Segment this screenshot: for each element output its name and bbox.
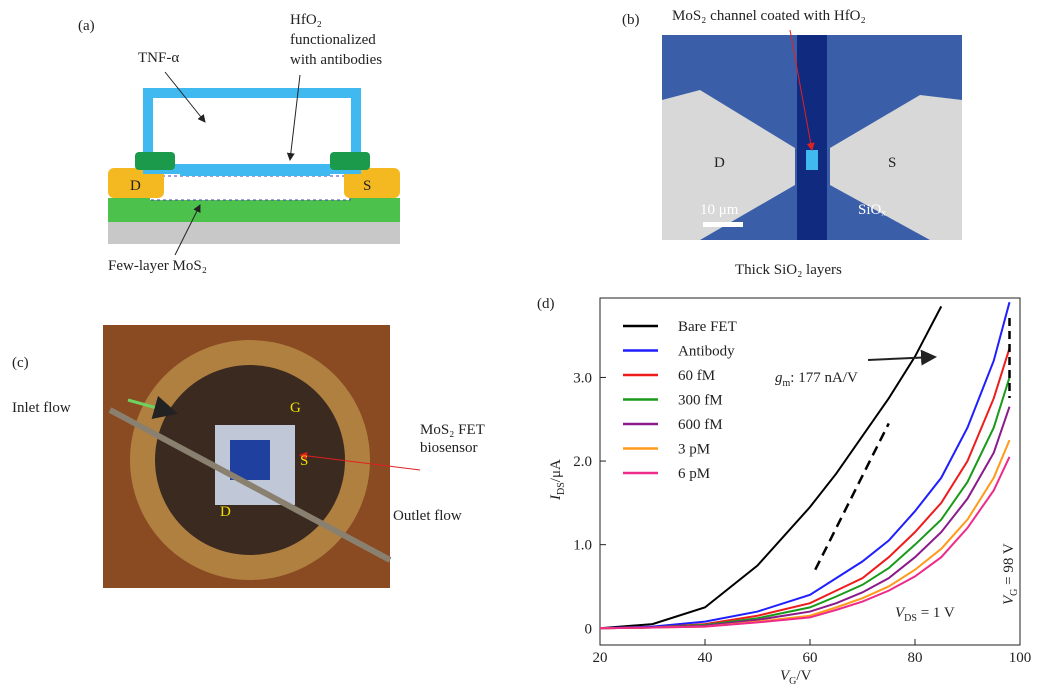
passivation: [330, 152, 370, 170]
panel-label: (a): [78, 18, 95, 34]
panel-a: (a) TNF-α HfO₂ functionalized with antib…: [78, 12, 400, 274]
label: S: [363, 178, 371, 194]
substrate: [108, 222, 400, 244]
label: Outlet flow: [393, 508, 462, 524]
label: Thick SiO₂ layers: [735, 262, 842, 278]
label: S: [300, 453, 308, 469]
label: SiOₓ: [858, 202, 886, 218]
series-line: [600, 377, 1010, 628]
series-line: [600, 348, 1010, 628]
series-line: [600, 302, 1010, 628]
legend-label: Bare FET: [678, 319, 737, 335]
x-axis-label: VG/V: [780, 668, 812, 687]
y-tick-label: 3.0: [573, 370, 592, 386]
label-rest: = 98 V: [1001, 543, 1017, 588]
oxide: [108, 198, 400, 222]
label: G: [290, 400, 301, 416]
x-tick-label: 20: [593, 650, 608, 666]
label-sub: G: [1009, 589, 1020, 596]
x-tick-label: 60: [803, 650, 818, 666]
label: Few-layer MoS₂: [108, 258, 207, 274]
label: Inlet flow: [12, 400, 71, 416]
panel-label: (b): [622, 12, 640, 28]
x-tick-label: 100: [1009, 650, 1032, 666]
mos2-layer: [150, 176, 350, 200]
label: D: [220, 504, 231, 520]
series-line: [600, 407, 1010, 629]
label-rest: : 177 nA/V: [790, 370, 858, 386]
annotation: gm: 177 nA/V: [775, 370, 858, 389]
annotation-arrow: [868, 357, 935, 360]
panel-label: (d): [537, 296, 555, 312]
label: D: [714, 155, 725, 171]
panel-label: (c): [12, 355, 29, 371]
label-sub: G: [789, 676, 796, 687]
label-sub: DS: [556, 482, 567, 495]
legend-label: 600 fM: [678, 417, 723, 433]
label: S: [888, 155, 896, 171]
legend-label: 60 fM: [678, 368, 715, 384]
legend-label: 300 fM: [678, 393, 723, 409]
annotation: VG = 98 V: [1001, 543, 1020, 605]
panel-b: (b) MoS₂ channel coated with HfO₂ D S 10…: [622, 8, 962, 278]
label: HfO₂: [290, 12, 322, 28]
label: with antibodies: [290, 52, 382, 68]
legend-label: 6 pM: [678, 466, 710, 482]
y-tick-label: 2.0: [573, 454, 592, 470]
series-line: [600, 440, 1010, 628]
legend-label: 3 pM: [678, 442, 710, 458]
label: biosensor: [420, 440, 478, 456]
annotation: VDS = 1 V: [895, 605, 955, 624]
y-axis-label: IDS/μA: [548, 459, 567, 501]
channel: [806, 150, 818, 170]
scale-bar: [703, 222, 743, 227]
series-line: [600, 306, 941, 628]
label: TNF-α: [138, 50, 179, 66]
y-tick-label: 1.0: [573, 538, 592, 554]
label-rest: /μA: [548, 459, 564, 482]
figure: (a) TNF-α HfO₂ functionalized with antib…: [0, 0, 1040, 689]
label: functionalized: [290, 32, 376, 48]
passivation: [135, 152, 175, 170]
sio2-strip: [797, 35, 827, 240]
legend-label: Antibody: [678, 344, 735, 360]
label: MoS₂ channel coated with HfO₂: [672, 8, 866, 24]
panel-c: (c) Inlet flow G MoS₂ FET biosensor S D …: [12, 325, 485, 588]
arrow: [290, 75, 300, 160]
x-tick-label: 40: [698, 650, 713, 666]
label: 10 μm: [700, 202, 739, 218]
label-rest: = 1 V: [917, 605, 955, 621]
tangent-line: [815, 423, 889, 569]
x-tick-label: 80: [908, 650, 923, 666]
y-tick-label: 0: [585, 621, 593, 637]
chamber: [148, 93, 356, 169]
label-rest: /V: [796, 668, 811, 684]
label-sub: DS: [904, 613, 917, 624]
hfo2-layer: [180, 166, 330, 176]
label: D: [130, 178, 141, 194]
plot-frame: [600, 298, 1020, 645]
chip: [230, 440, 270, 480]
label: MoS₂ FET: [420, 422, 485, 438]
